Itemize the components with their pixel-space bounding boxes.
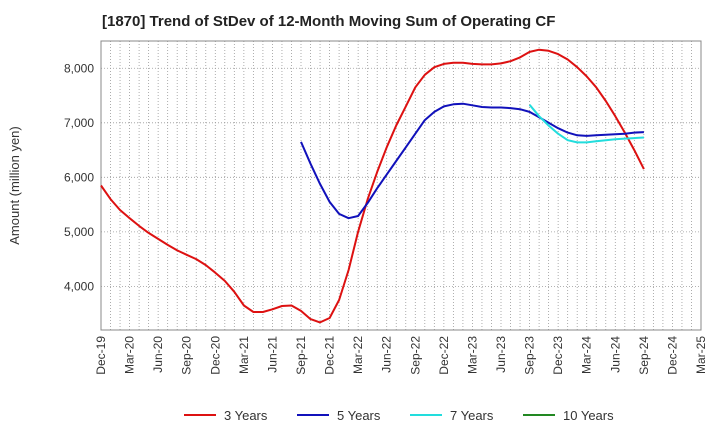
- x-tick-label: Jun-20: [151, 336, 165, 373]
- series-line-7-years: [528, 104, 644, 144]
- series-lines: [100, 48, 645, 324]
- x-tick-label: Sep-23: [523, 336, 537, 375]
- y-tick-label: 6,000: [64, 170, 94, 184]
- x-tick-label: Mar-25: [694, 336, 708, 374]
- grid: [101, 41, 701, 330]
- series-line-3-years: [100, 48, 645, 324]
- y-tick-label: 4,000: [64, 279, 94, 293]
- x-tick-label: Mar-20: [123, 336, 137, 374]
- x-tick-label: Sep-21: [294, 336, 308, 375]
- x-tick-label: Dec-20: [208, 336, 222, 375]
- x-tick-label: Dec-21: [323, 336, 337, 375]
- legend: 3 Years 5 Years 7 Years 10 Years: [184, 408, 614, 423]
- legend-label-10-years: 10 Years: [563, 408, 614, 423]
- x-tick-label: Jun-21: [265, 336, 279, 373]
- x-tick-label: Jun-23: [494, 336, 508, 373]
- x-tick-label: Sep-20: [180, 336, 194, 375]
- y-tick-label: 8,000: [64, 61, 94, 75]
- series-line-5-years: [300, 102, 644, 220]
- x-tick-label: Mar-24: [580, 336, 594, 374]
- x-tick-label: Dec-19: [94, 336, 108, 375]
- x-tick-label: Dec-23: [551, 336, 565, 375]
- x-tick-label: Sep-22: [408, 336, 422, 375]
- legend-label-3-years: 3 Years: [224, 408, 268, 423]
- x-axis-ticks: Dec-19 Mar-20 Jun-20 Sep-20 Dec-20 Mar-21 Jun-…: [94, 336, 708, 375]
- legend-label-7-years: 7 Years: [450, 408, 494, 423]
- x-tick-label: Mar-23: [465, 336, 479, 374]
- x-tick-label: Sep-24: [637, 336, 651, 375]
- x-tick-label: Jun-22: [380, 336, 394, 373]
- y-tick-label: 5,000: [64, 225, 94, 239]
- legend-label-5-years: 5 Years: [337, 408, 381, 423]
- x-tick-label: Mar-21: [237, 336, 251, 374]
- x-tick-label: Mar-22: [351, 336, 365, 374]
- y-axis-ticks: 4,000 5,000 6,000 7,000 8,000: [64, 61, 94, 293]
- x-tick-label: Dec-22: [437, 336, 451, 375]
- chart-title: [1870] Trend of StDev of 12-Month Moving…: [102, 13, 555, 30]
- x-tick-label: Dec-24: [665, 336, 679, 375]
- x-tick-label: Jun-24: [608, 336, 622, 373]
- y-axis-label: Amount (million yen): [7, 126, 22, 245]
- y-tick-label: 7,000: [64, 116, 94, 130]
